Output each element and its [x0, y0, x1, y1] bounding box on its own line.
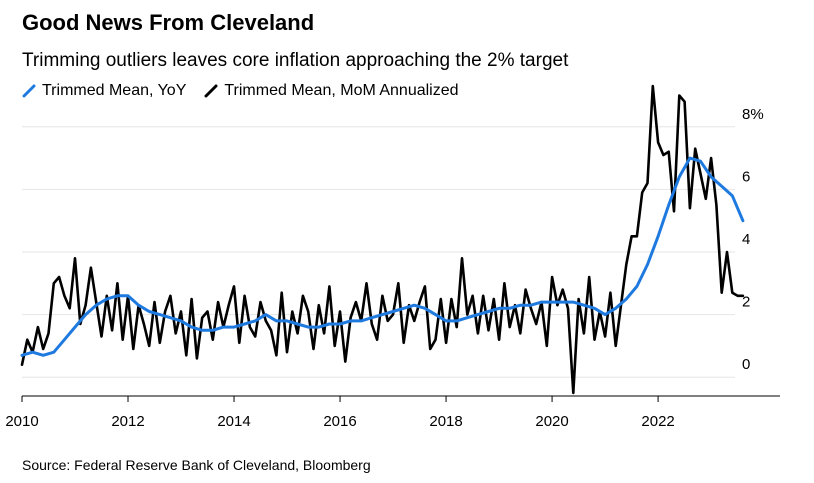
x-tick-label: 2010	[5, 413, 38, 430]
source-note: Source: Federal Reserve Bank of Clevelan…	[22, 457, 371, 473]
x-tick-label: 2014	[217, 413, 250, 430]
legend-swatch-mom-icon	[204, 84, 218, 98]
y-tick-label: 6	[742, 168, 750, 185]
y-tick-label: 4	[742, 231, 750, 248]
legend-label-mom: Trimmed Mean, MoM Annualized	[224, 82, 459, 99]
chart-subtitle: Trimming outliers leaves core inflation …	[22, 50, 569, 71]
series-line-yoy	[20, 156, 745, 357]
x-tick-label: 2012	[111, 413, 144, 430]
series-line-mom	[20, 84, 745, 395]
y-tick-label: 0	[742, 356, 750, 373]
chart-title: Good News From Cleveland	[22, 10, 315, 35]
y-tick-label: 8%	[742, 106, 764, 123]
y-tick-label: 2	[742, 294, 750, 311]
x-tick-label: 2020	[535, 413, 568, 430]
legend-item-mom: Trimmed Mean, MoM Annualized	[204, 82, 459, 100]
x-tick-label: 2018	[429, 413, 462, 430]
legend: Trimmed Mean, YoY Trimmed Mean, MoM Annu…	[22, 82, 459, 100]
legend-label-yoy: Trimmed Mean, YoY	[42, 82, 187, 99]
legend-swatch-yoy-icon	[22, 84, 36, 98]
legend-item-yoy: Trimmed Mean, YoY	[22, 82, 186, 100]
x-tick-label: 2016	[323, 413, 356, 430]
x-tick-label: 2022	[641, 413, 674, 430]
